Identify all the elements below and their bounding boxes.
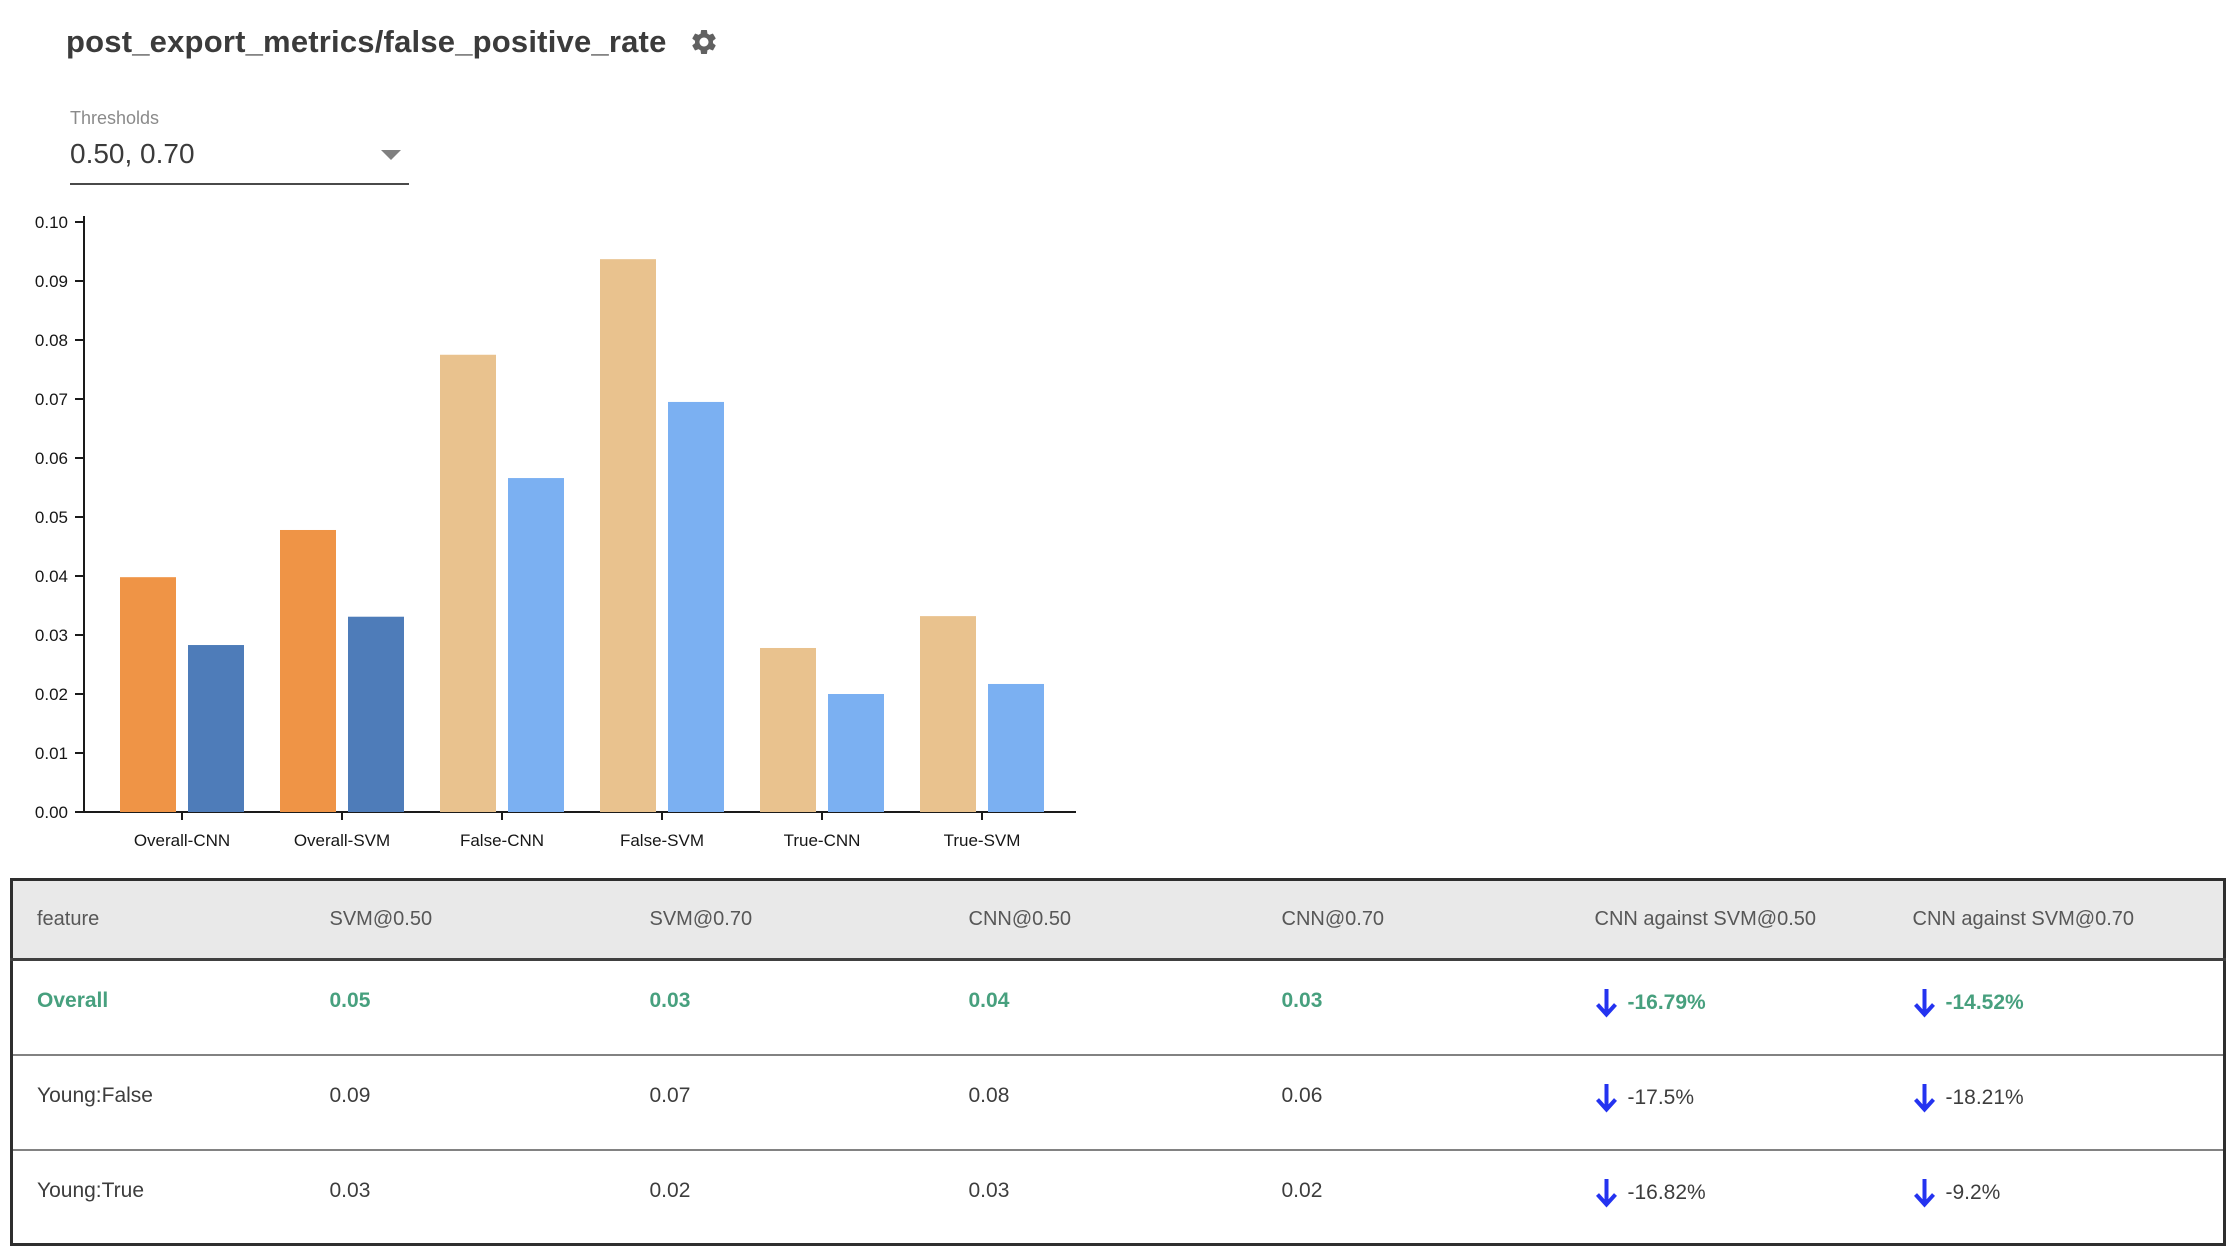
value-cell: 0.08 (968, 1053, 1282, 1150)
x-axis-category-label: True-SVM (944, 831, 1021, 850)
x-axis-category-label: True-CNN (784, 831, 861, 850)
col-header-svm-050: SVM@0.50 (329, 879, 650, 961)
down-arrow-icon (1913, 1083, 1935, 1112)
value-cell: 0.03 (329, 1148, 650, 1245)
percentage-change: -16.79% (1627, 991, 1706, 1014)
percentage-change: -14.52% (1945, 991, 2024, 1014)
col-header-feature: feature (11, 879, 330, 961)
y-axis-tick-label: 0.04 (35, 567, 68, 586)
bar-False-SVM-t070[interactable] (668, 401, 724, 812)
thresholds-value: 0.50, 0.70 (70, 138, 195, 169)
y-axis-tick-label: 0.06 (35, 449, 68, 468)
bar-True-CNN-t070[interactable] (828, 694, 884, 812)
table-row-young-true[interactable]: Young:True 0.03 0.02 0.03 0.02 -16.82% -… (11, 1148, 2225, 1245)
y-axis-tick-label: 0.10 (35, 213, 68, 232)
comparison-cell: -9.2% (1913, 1178, 2224, 1208)
down-arrow-icon (1595, 1178, 1617, 1207)
panel-header: post_export_metrics/false_positive_rate (66, 24, 719, 60)
value-cell: 0.05 (329, 989, 371, 1012)
value-cell: 0.07 (649, 1053, 969, 1150)
bar-Overall-SVM-t070[interactable] (348, 616, 404, 812)
x-axis-category-label: Overall-SVM (294, 831, 390, 850)
bar-False-SVM-t050[interactable] (600, 259, 656, 812)
bar-True-SVM-t050[interactable] (920, 616, 976, 812)
value-cell: 0.02 (1281, 1148, 1595, 1245)
bar-Overall-SVM-t050[interactable] (280, 529, 336, 812)
settings-gear-icon[interactable] (689, 27, 719, 57)
thresholds-dropdown[interactable]: 0.50, 0.70 (70, 130, 409, 185)
bar-True-CNN-t050[interactable] (760, 647, 816, 812)
x-axis-category-label: False-CNN (460, 831, 544, 850)
percentage-change: -18.21% (1945, 1085, 2024, 1109)
down-arrow-icon (1595, 989, 1617, 1018)
comparison-cell: -14.52% (1913, 989, 2224, 1018)
bar-False-CNN-t070[interactable] (508, 478, 564, 812)
comparison-cell: -18.21% (1913, 1083, 2224, 1113)
bar-chart[interactable]: 0.00 0.01 0.02 0.03 0.04 0.05 0.06 0.07 0.08 0.09… (0, 180, 1120, 880)
metrics-table: feature SVM@0.50 SVM@0.70 CNN@0.50 CNN@0… (10, 878, 2226, 1246)
value-cell: 0.03 (649, 989, 691, 1012)
table-header-row: feature SVM@0.50 SVM@0.70 CNN@0.50 CNN@0… (11, 879, 2225, 961)
y-axis-tick-label: 0.00 (35, 803, 68, 822)
bar-True-SVM-t070[interactable] (988, 683, 1044, 812)
bar-Overall-CNN-t070[interactable] (188, 645, 244, 812)
down-arrow-icon (1913, 989, 1935, 1018)
thresholds-label: Thresholds (70, 108, 160, 128)
value-cell: 0.09 (329, 1053, 650, 1150)
value-cell: 0.04 (968, 989, 1010, 1012)
col-header-svm-070: SVM@0.70 (649, 879, 969, 961)
bar-False-CNN-t050[interactable] (440, 354, 496, 812)
table-row-young-false[interactable]: Young:False 0.09 0.07 0.08 0.06 -17.5% -… (11, 1053, 2225, 1150)
y-axis-tick-label: 0.09 (35, 272, 68, 291)
y-axis-tick-label: 0.01 (35, 744, 68, 763)
y-axis-tick-label: 0.03 (35, 626, 68, 645)
x-axis-category-label: False-SVM (620, 831, 704, 850)
feature-cell: Young:False (11, 1053, 330, 1150)
down-arrow-icon (1913, 1178, 1935, 1207)
percentage-change: -9.2% (1945, 1180, 2001, 1204)
col-header-cnn-050: CNN@0.50 (968, 879, 1282, 961)
table-row-overall[interactable]: Overall 0.05 0.03 0.04 0.03 -16.79% -14.… (12, 960, 2225, 1055)
bar-Overall-CNN-t050[interactable] (120, 577, 176, 812)
comparison-cell: -16.82% (1595, 1178, 1913, 1208)
y-axis-tick-label: 0.07 (35, 390, 68, 409)
feature-cell: Overall (37, 989, 109, 1012)
chevron-down-icon (381, 150, 401, 160)
feature-cell: Young:True (11, 1148, 330, 1245)
value-cell: 0.02 (649, 1148, 969, 1245)
percentage-change: -16.82% (1627, 1180, 1706, 1204)
page-title: post_export_metrics/false_positive_rate (66, 24, 667, 59)
y-axis-tick-label: 0.02 (35, 685, 68, 704)
comparison-cell: -17.5% (1595, 1083, 1913, 1113)
percentage-change: -17.5% (1627, 1085, 1695, 1109)
comparison-cell: -16.79% (1595, 989, 1913, 1018)
y-axis-tick-label: 0.08 (35, 331, 68, 350)
col-header-cnn-vs-svm-070: CNN against SVM@0.70 (1912, 879, 2225, 961)
value-cell: 0.03 (968, 1148, 1282, 1245)
col-header-cnn-070: CNN@0.70 (1281, 879, 1595, 961)
thresholds-control: Thresholds 0.50, 0.70 (70, 106, 409, 185)
col-header-cnn-vs-svm-050: CNN against SVM@0.50 (1594, 879, 1913, 961)
value-cell: 0.03 (1281, 989, 1323, 1012)
down-arrow-icon (1595, 1083, 1617, 1112)
value-cell: 0.06 (1281, 1053, 1595, 1150)
y-axis-tick-label: 0.05 (35, 508, 68, 527)
x-axis-category-label: Overall-CNN (134, 831, 230, 850)
